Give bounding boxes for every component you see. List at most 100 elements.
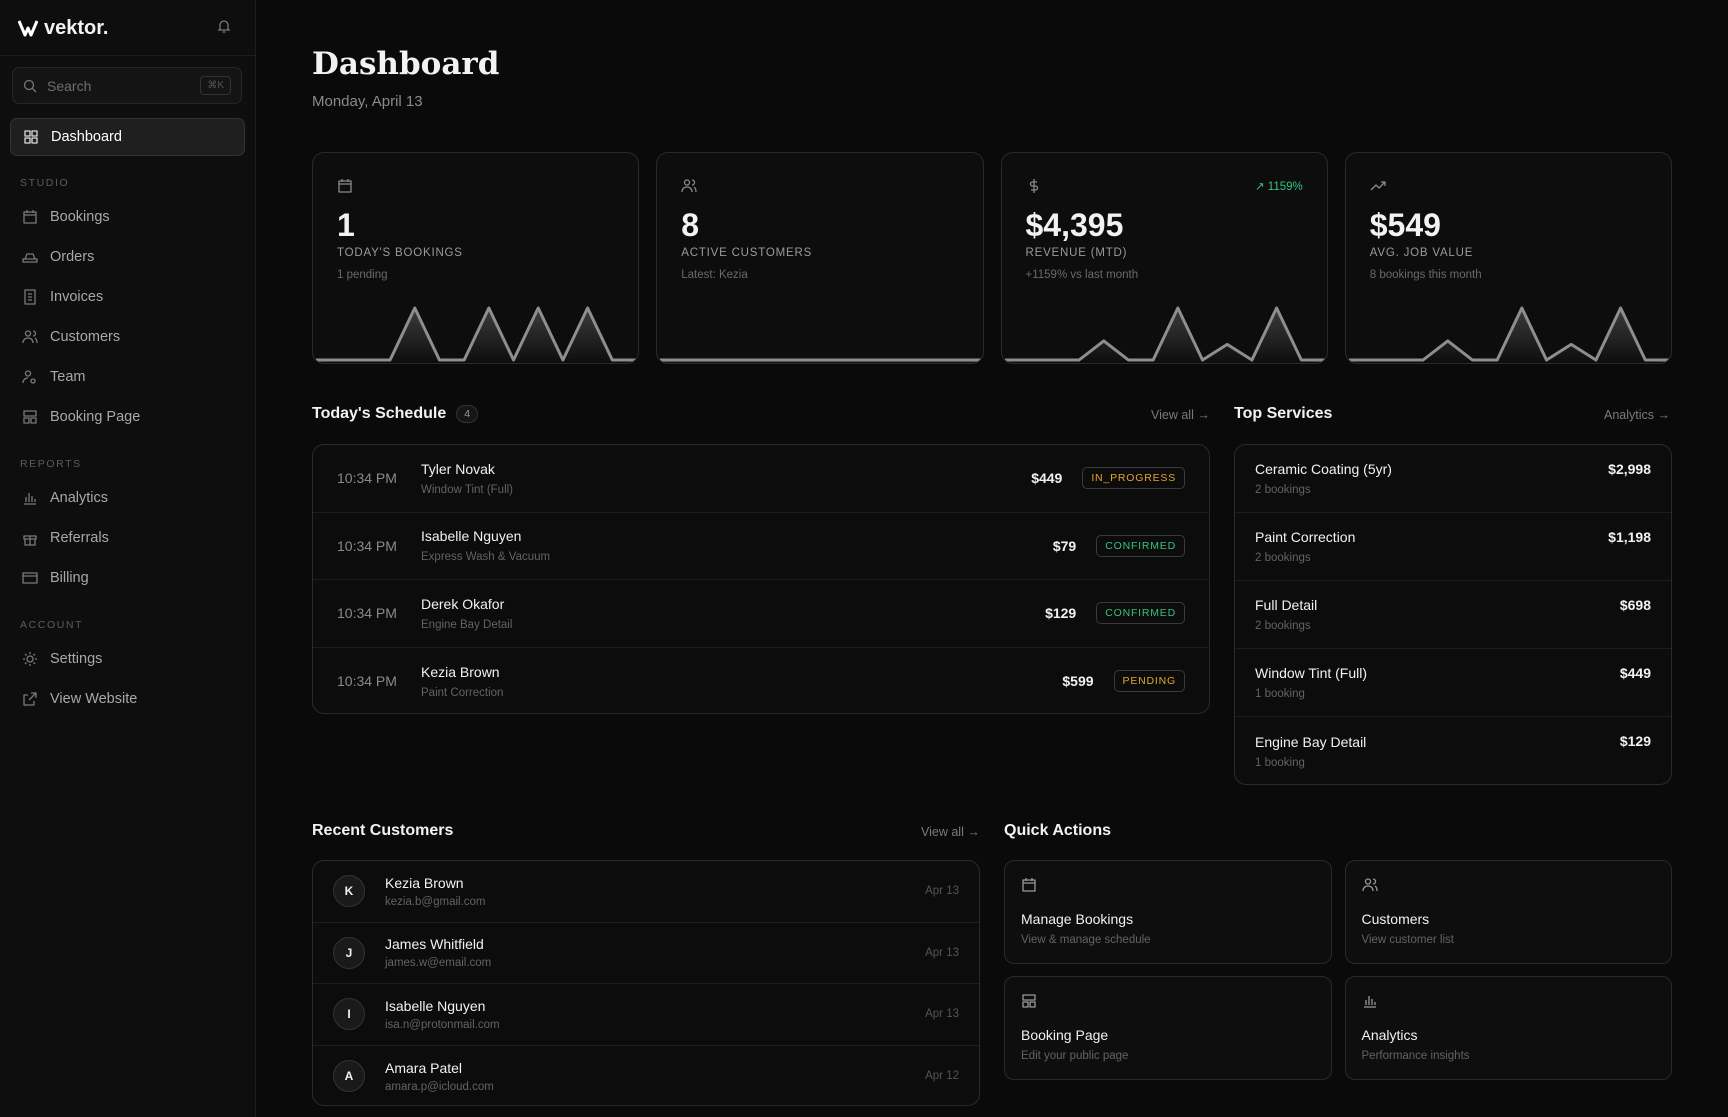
title: Today's Schedule: [312, 405, 447, 422]
nav-label: View Website: [50, 691, 138, 707]
schedule-row[interactable]: 10:34 PM Tyler Novak Window Tint (Full) $44…: [313, 445, 1209, 513]
avatar: K: [333, 875, 365, 908]
page-date: Monday, April 13: [312, 93, 423, 110]
icon: [22, 370, 36, 384]
divider: [0, 55, 256, 56]
notifications[interactable]: [216, 18, 232, 34]
action-card[interactable]: Booking Page Edit your public page: [1004, 976, 1332, 1080]
nav-item[interactable]: Dashboard: [10, 118, 245, 156]
services-list: Ceramic Coating (5yr) 2 bookings $2,998 Pai…: [1234, 444, 1672, 785]
customer-row[interactable]: I Isabelle Nguyen isa.n@protonmail.com Apr …: [313, 984, 979, 1046]
service-row: Engine Bay Detail 1 booking $129: [1235, 717, 1671, 784]
time: 10:34 PM: [337, 470, 397, 487]
count: 4: [456, 405, 479, 423]
nav-label: Booking Page: [50, 409, 141, 425]
section-title: Quick Actions: [1004, 822, 1111, 840]
icon: [23, 410, 37, 424]
nav-section: ACCOUNT: [20, 619, 84, 631]
nav-item[interactable]: Bookings: [10, 197, 245, 237]
nav-item[interactable]: Booking Page: [10, 397, 245, 437]
customer-email: amara.p@icloud.com: [385, 1080, 494, 1093]
nav-item[interactable]: Analytics: [10, 478, 245, 518]
icon: [24, 130, 38, 144]
customer-date: Apr 12: [925, 1070, 959, 1083]
icon: [22, 253, 38, 263]
nav-label: Billing: [50, 570, 89, 586]
service-count: 2 bookings: [1255, 620, 1311, 632]
nav-item[interactable]: Settings: [10, 639, 245, 679]
nav-item[interactable]: View Website: [10, 679, 245, 719]
avatar: J: [333, 936, 365, 969]
icon: [23, 692, 37, 706]
link[interactable]: View all →: [921, 825, 980, 839]
sparkline: [316, 306, 637, 363]
customer-name: Isabelle Nguyen: [421, 528, 522, 545]
service-row: Window Tint (Full) 1 booking $449: [1235, 649, 1671, 717]
service-name: Paint Correction: [1255, 529, 1356, 545]
section-title: Today's Schedule 4: [312, 405, 479, 423]
search[interactable]: Search ⌘K: [12, 67, 242, 104]
action-card[interactable]: Analytics Performance insights: [1344, 976, 1672, 1080]
service-name: Engine Bay Detail: [1255, 733, 1367, 750]
stat-sub: Latest: Kezia: [681, 269, 748, 281]
service-info: Paint Correction 2 bookings: [1255, 529, 1355, 564]
customer-row[interactable]: A Amara Patel amara.p@icloud.com Apr 12: [313, 1046, 979, 1106]
link[interactable]: View all →: [1151, 408, 1210, 422]
search-icon: [23, 79, 37, 92]
stat-icon-wrap: [1370, 178, 1386, 199]
customer-info: James Whitfield james.w@email.com: [385, 936, 491, 969]
nav-item[interactable]: Team: [10, 357, 245, 397]
stat-card: 8 ACTIVE CUSTOMERS Latest: Kezia: [656, 152, 984, 364]
nav-item[interactable]: Billing: [10, 558, 245, 598]
customer-row[interactable]: K Kezia Brown kezia.b@gmail.com Apr 13: [313, 861, 979, 923]
customer-name: Isabelle Nguyen: [385, 997, 486, 1014]
customer-row[interactable]: J James Whitfield james.w@email.com Apr 13: [313, 923, 979, 984]
service-count: 2 bookings: [1255, 552, 1311, 564]
status: CONFIRMED: [1096, 602, 1185, 625]
service-name: Full Detail: [1255, 597, 1318, 613]
nav-item[interactable]: Invoices: [10, 277, 245, 317]
stat-value: $549: [1369, 207, 1441, 243]
page-title: Dashboard: [312, 46, 500, 82]
nav-label: Customers: [50, 329, 121, 345]
service-revenue: $129: [1619, 733, 1651, 749]
nav-item[interactable]: Referrals: [10, 518, 245, 558]
nav: Dashboard STUDIO Bookings Orders Invoices Cus…: [10, 118, 245, 719]
service: Engine Bay Detail: [421, 618, 513, 631]
stat-sub: 8 bookings this month: [1369, 269, 1482, 281]
icon: [1361, 878, 1378, 892]
customer-name: Derek Okafor: [421, 595, 505, 612]
action-card[interactable]: Manage Bookings View & manage schedule: [1004, 860, 1332, 964]
schedule-row[interactable]: 10:34 PM Isabelle Nguyen Express Wash & Va…: [313, 513, 1209, 580]
service: Paint Correction: [421, 686, 504, 699]
status: IN_PROGRESS: [1082, 467, 1185, 490]
nav-item[interactable]: Customers: [10, 317, 245, 357]
action-card[interactable]: Customers View customer list: [1344, 860, 1672, 964]
nav-item[interactable]: Orders: [10, 237, 245, 277]
stat-card: 1 TODAY'S BOOKINGS 1 pending: [312, 152, 640, 364]
service-info: Ceramic Coating (5yr) 2 bookings: [1255, 461, 1392, 496]
nav-label: Dashboard: [51, 129, 122, 145]
schedule-row[interactable]: 10:34 PM Derek Okafor Engine Bay Detail $12…: [313, 580, 1209, 648]
stat-cards: 1 TODAY'S BOOKINGS 1 pending 8 ACTIVE CUSTOM…: [312, 152, 1672, 364]
icon: [338, 179, 352, 193]
brand[interactable]: vektor.: [18, 14, 108, 42]
sparkline: [660, 358, 982, 363]
stat-icon-wrap: [1026, 178, 1042, 199]
logo: [18, 20, 38, 37]
service-count: 2 bookings: [1255, 484, 1311, 496]
link[interactable]: Analytics →: [1604, 408, 1670, 422]
schedule-row[interactable]: 10:34 PM Kezia Brown Paint Correction $599 P…: [313, 648, 1209, 714]
sparkline: [1004, 306, 1326, 363]
service-revenue: $449: [1619, 665, 1651, 681]
nav-label: Team: [50, 369, 86, 385]
nav-label: Referrals: [50, 530, 109, 546]
sparkline: [1348, 306, 1670, 363]
service-row: Full Detail 2 bookings $698: [1235, 581, 1671, 649]
sparkline-line: [316, 306, 637, 362]
sidebar: vektor. Search ⌘K Dashboard STUDIO Booking…: [0, 0, 256, 1117]
customer-email: kezia.b@gmail.com: [385, 895, 486, 908]
action-title: Manage Bookings: [1021, 911, 1134, 927]
service-info: Engine Bay Detail 1 booking: [1255, 734, 1366, 769]
customer-name: Kezia Brown: [421, 663, 500, 680]
